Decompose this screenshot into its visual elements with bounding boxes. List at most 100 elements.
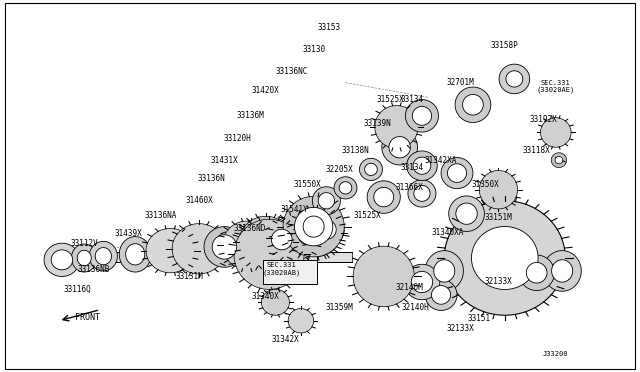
FancyBboxPatch shape (262, 260, 317, 284)
Text: 31340XA: 31340XA (431, 228, 463, 237)
Text: 33158P: 33158P (491, 41, 518, 50)
Polygon shape (499, 64, 530, 94)
Text: 31350X: 31350X (472, 180, 500, 189)
Polygon shape (271, 229, 292, 250)
Text: 33151: 33151 (468, 314, 491, 323)
Text: 33136M: 33136M (236, 111, 264, 121)
Polygon shape (292, 209, 341, 257)
Text: 33139N: 33139N (364, 119, 391, 128)
Polygon shape (444, 201, 565, 315)
Polygon shape (212, 235, 237, 259)
Polygon shape (353, 246, 414, 307)
Text: 33136NA: 33136NA (145, 211, 177, 220)
Polygon shape (456, 203, 477, 224)
Polygon shape (367, 181, 400, 213)
Polygon shape (404, 264, 440, 300)
Polygon shape (506, 71, 523, 87)
Polygon shape (261, 289, 289, 315)
Polygon shape (283, 196, 344, 257)
Text: 33136NB: 33136NB (77, 264, 110, 273)
Polygon shape (463, 94, 483, 115)
Text: SEC.331
(33020AB): SEC.331 (33020AB) (262, 262, 301, 276)
Polygon shape (204, 227, 245, 267)
Polygon shape (552, 260, 573, 282)
Text: 33151M: 33151M (484, 213, 512, 222)
Polygon shape (555, 157, 563, 164)
Polygon shape (317, 220, 336, 239)
Polygon shape (239, 216, 292, 268)
Polygon shape (234, 219, 304, 289)
Polygon shape (479, 170, 518, 209)
Text: 33192X: 33192X (529, 115, 557, 124)
Polygon shape (312, 187, 340, 215)
Polygon shape (414, 186, 430, 201)
Polygon shape (405, 100, 438, 132)
Polygon shape (318, 193, 335, 209)
Text: 33112V: 33112V (70, 239, 98, 248)
Polygon shape (382, 129, 417, 165)
Polygon shape (374, 187, 394, 207)
Polygon shape (172, 224, 226, 274)
Polygon shape (472, 227, 538, 289)
Text: 33153: 33153 (318, 23, 341, 32)
Polygon shape (406, 151, 437, 180)
Text: 31460X: 31460X (185, 196, 213, 205)
Text: 31359M: 31359M (325, 303, 353, 312)
Polygon shape (441, 158, 473, 189)
Text: 33134: 33134 (401, 163, 424, 172)
Text: J33200: J33200 (543, 351, 568, 357)
Text: 33136N: 33136N (198, 174, 225, 183)
Polygon shape (413, 157, 431, 174)
Polygon shape (308, 212, 344, 247)
Polygon shape (543, 251, 581, 291)
Text: 31342XA: 31342XA (425, 155, 457, 165)
Text: 32133X: 32133X (484, 278, 512, 286)
Polygon shape (95, 248, 111, 265)
Polygon shape (44, 243, 80, 276)
Polygon shape (449, 196, 484, 231)
Polygon shape (291, 218, 323, 251)
Polygon shape (271, 215, 317, 260)
Text: 33138N: 33138N (341, 147, 369, 155)
Polygon shape (425, 251, 463, 291)
Polygon shape (339, 182, 352, 194)
Polygon shape (303, 216, 324, 237)
Polygon shape (526, 263, 547, 283)
Text: 31439X: 31439X (115, 230, 143, 238)
Text: 33134: 33134 (401, 95, 424, 104)
Polygon shape (51, 250, 72, 270)
Polygon shape (294, 208, 333, 246)
Polygon shape (412, 271, 433, 293)
Polygon shape (360, 158, 383, 180)
Text: 31340X: 31340X (252, 292, 280, 301)
Polygon shape (264, 222, 300, 257)
Text: 32140H: 32140H (402, 303, 429, 312)
Polygon shape (288, 309, 314, 333)
Polygon shape (455, 87, 491, 122)
Polygon shape (447, 164, 467, 182)
Text: 32701M: 32701M (446, 78, 474, 87)
Text: 32140M: 32140M (396, 283, 423, 292)
Text: 31420X: 31420X (252, 86, 280, 94)
Text: 31541Y: 31541Y (280, 205, 308, 215)
Text: 31550X: 31550X (293, 180, 321, 189)
Text: 33120H: 33120H (223, 134, 251, 142)
Polygon shape (72, 244, 97, 272)
Text: 32133X: 32133X (446, 324, 474, 333)
Polygon shape (119, 237, 151, 272)
Polygon shape (125, 244, 145, 265)
Text: 33118X: 33118X (523, 147, 550, 155)
Polygon shape (519, 255, 554, 291)
Polygon shape (425, 279, 457, 310)
Text: FRONT: FRONT (75, 312, 100, 321)
Text: 32205X: 32205X (325, 165, 353, 174)
Polygon shape (540, 118, 571, 147)
Polygon shape (551, 153, 566, 167)
Polygon shape (431, 286, 451, 304)
Polygon shape (375, 106, 418, 148)
Polygon shape (223, 221, 271, 269)
Polygon shape (146, 228, 195, 273)
Text: 33136ND: 33136ND (234, 224, 266, 233)
Text: 33116Q: 33116Q (64, 285, 92, 294)
Polygon shape (434, 260, 455, 282)
